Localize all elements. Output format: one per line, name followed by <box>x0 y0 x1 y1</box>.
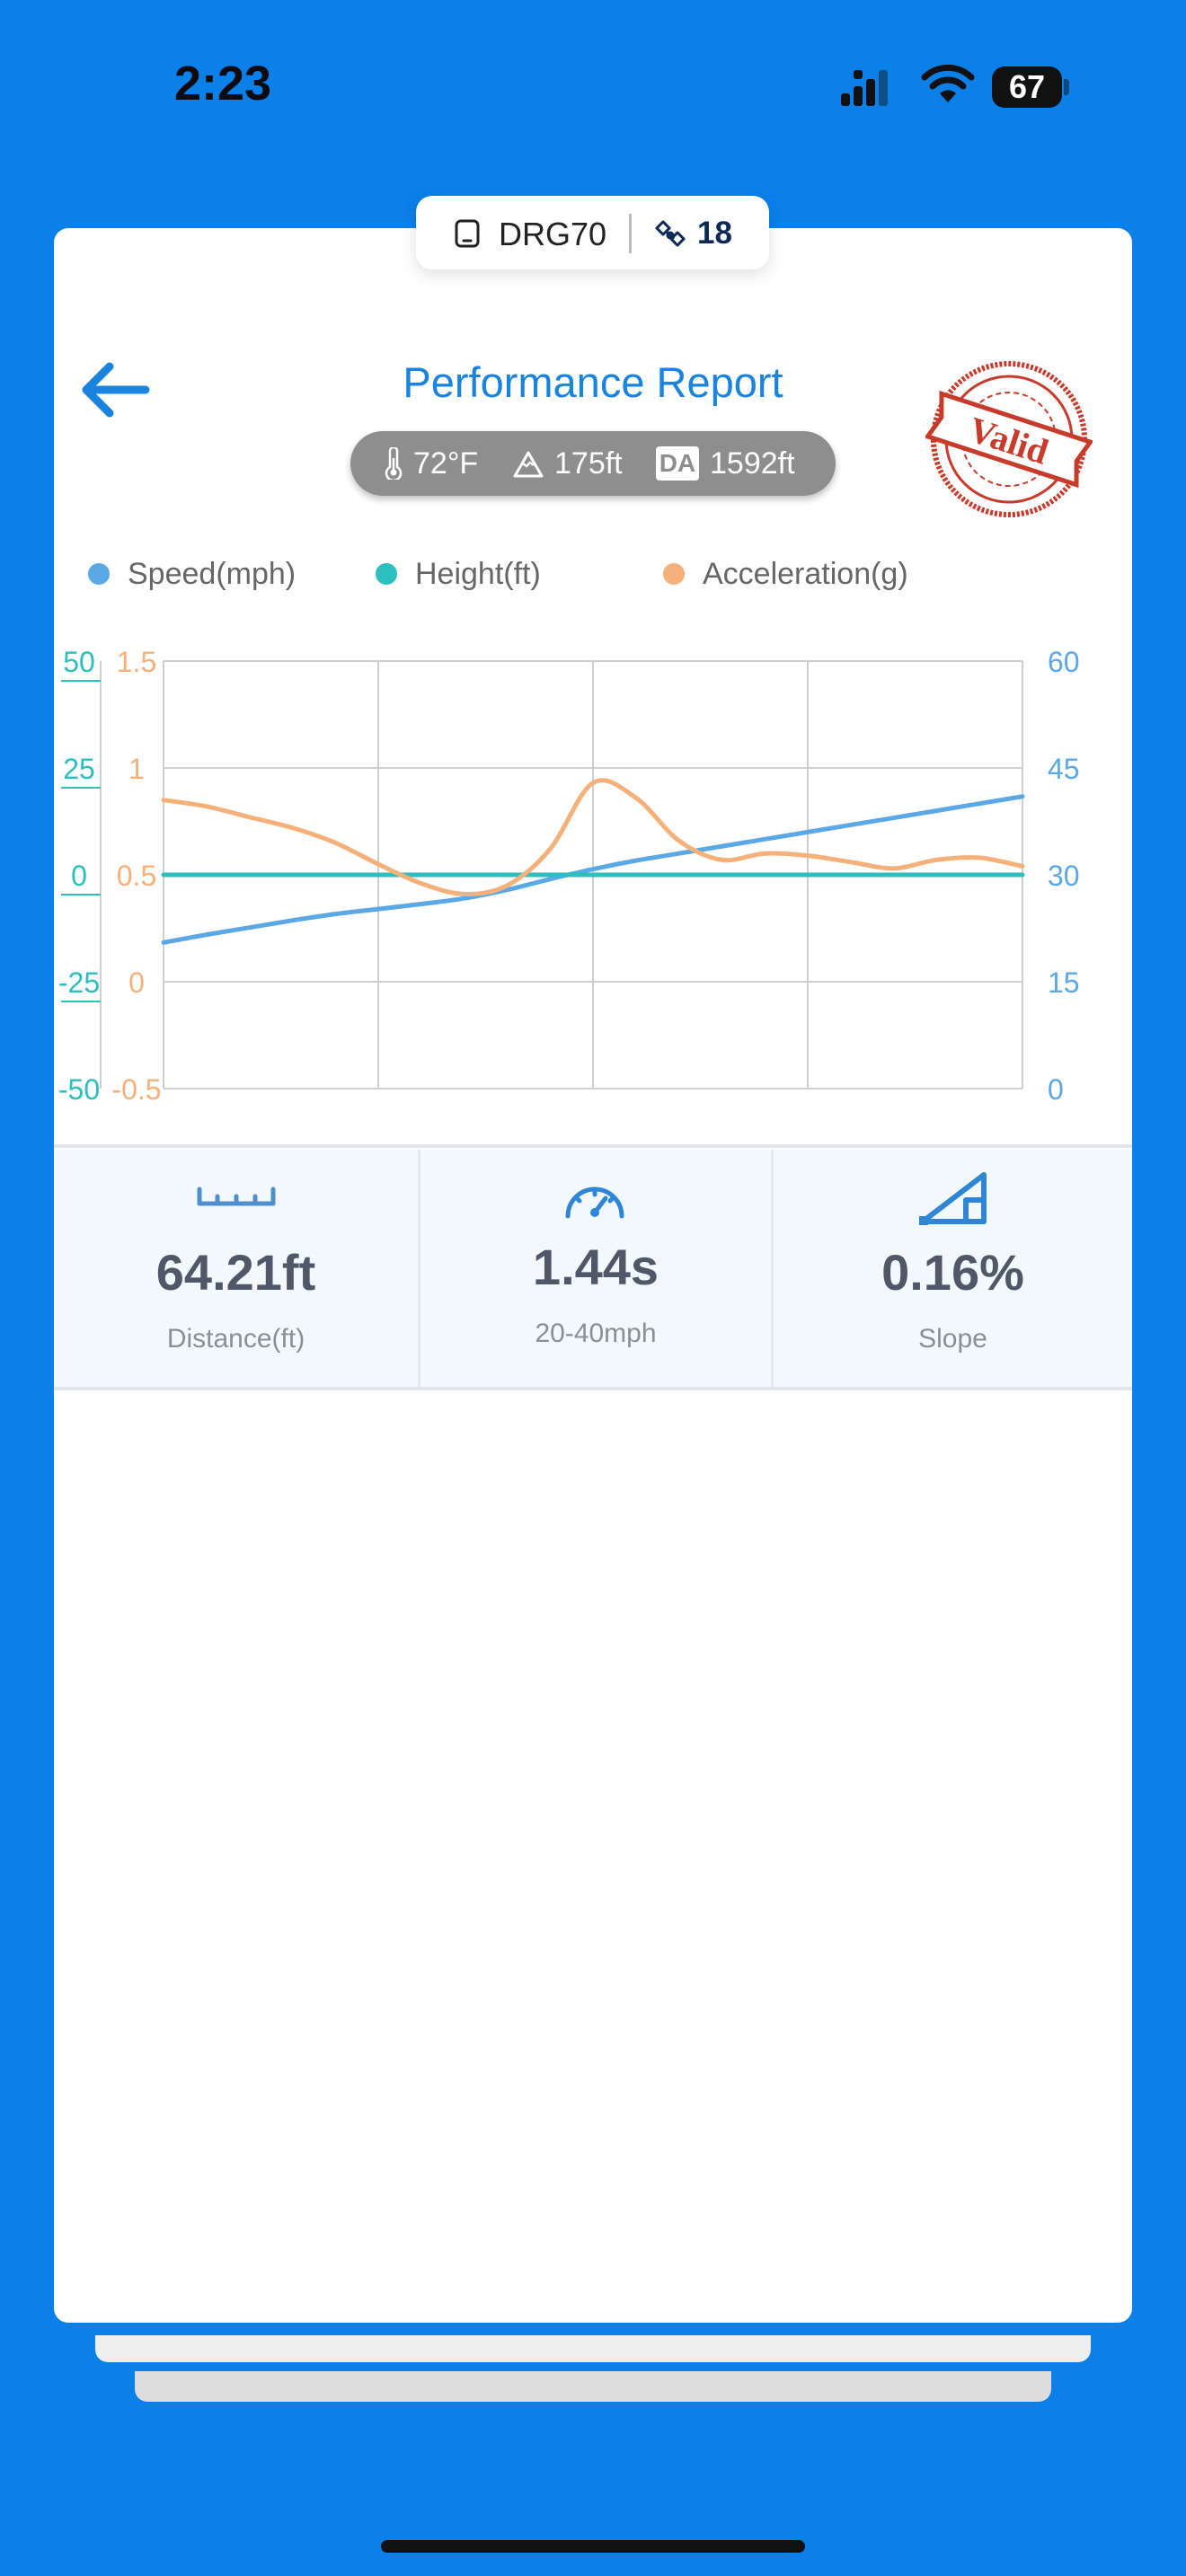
device-name: DRG70 <box>499 216 607 252</box>
acceleration-tick-label: 0 <box>128 966 145 999</box>
phone-device-icon <box>455 219 480 248</box>
temperature-value: 72°F <box>413 446 479 481</box>
time-value: 1.44s <box>532 1239 659 1295</box>
speed-tick-label: 45 <box>1048 753 1080 785</box>
speed-tick-label: 0 <box>1048 1073 1064 1105</box>
height-tick-label: 0 <box>71 860 87 892</box>
stat-divider <box>771 1150 774 1387</box>
wifi-icon <box>921 64 975 102</box>
speedometer-icon <box>565 1187 624 1219</box>
slope-icon <box>919 1172 987 1225</box>
stats-bottom-divider <box>54 1387 1132 1390</box>
height-tick-label: -25 <box>58 966 100 999</box>
time-range-label: 20-40mph <box>535 1319 657 1348</box>
density-altitude-value: 1592ft <box>710 446 795 481</box>
stats-panel: 64.21ft Distance(ft) 1.44s 20-40mph 0.16… <box>54 1150 1132 1387</box>
series-line-speed <box>161 794 1025 945</box>
speed-tick-label: 60 <box>1048 646 1080 678</box>
stat-slope: 0.16% Slope <box>774 1150 1132 1387</box>
legend-dot-acceleration <box>663 563 685 585</box>
speed-tick-label: 15 <box>1048 966 1080 999</box>
slope-label: Slope <box>918 1324 987 1354</box>
chart-legend: Speed(mph) Height(ft) Acceleration(g) <box>81 551 1069 596</box>
stats-top-divider <box>54 1144 1132 1148</box>
back-arrow-icon[interactable] <box>79 361 151 419</box>
da-icon: DA <box>656 446 699 481</box>
legend-label-acceleration: Acceleration(g) <box>703 557 908 591</box>
valid-stamp-icon: Valid <box>925 361 1093 517</box>
speed-tick-label: 30 <box>1048 860 1080 892</box>
home-indicator[interactable] <box>381 2540 805 2553</box>
legend-dot-speed <box>88 563 110 585</box>
legend-dot-height <box>376 563 397 585</box>
legend-label-speed: Speed(mph) <box>128 557 296 591</box>
status-bar: 2:23 67 <box>0 0 1186 180</box>
series-line-acceleration <box>161 778 1025 896</box>
acceleration-tick-label: -0.5 <box>111 1073 161 1105</box>
satellite-count: 18 <box>697 216 732 251</box>
da-label: DA <box>659 449 696 477</box>
stat-distance: 64.21ft Distance(ft) <box>54 1150 418 1387</box>
satellite-icon <box>655 220 686 247</box>
mountain-icon <box>513 451 544 478</box>
height-tick-label: 25 <box>63 753 95 785</box>
legend-label-height: Height(ft) <box>415 557 541 591</box>
thermometer-icon <box>385 447 403 480</box>
acceleration-tick-label: 1 <box>128 753 145 785</box>
battery-icon: 67 <box>992 66 1069 108</box>
height-tick-label: 50 <box>63 646 95 678</box>
acceleration-tick-label: 1.5 <box>117 646 156 678</box>
distance-label: Distance(ft) <box>166 1324 305 1354</box>
device-selector[interactable]: DRG70 18 <box>416 196 769 269</box>
card-stack-shadow-2 <box>135 2371 1051 2402</box>
card-stack-shadow-1 <box>95 2335 1091 2362</box>
altitude-value: 175ft <box>554 446 623 481</box>
stat-time: 1.44s 20-40mph <box>420 1150 771 1387</box>
ruler-icon <box>197 1187 276 1206</box>
cellular-signal-icon <box>841 70 888 106</box>
performance-chart: 50 25 0 -25 -50 1.5 1 0.5 0 -0.5 60 45 30 15 0 <box>58 646 1080 1105</box>
device-divider <box>629 214 632 253</box>
distance-value: 64.21ft <box>155 1244 316 1301</box>
battery-level: 67 <box>1008 68 1046 105</box>
status-time: 2:23 <box>174 57 272 110</box>
height-tick-label: -50 <box>58 1073 100 1105</box>
conditions-bar: 72°F 175ft DA 1592ft <box>350 431 836 496</box>
acceleration-tick-label: 0.5 <box>117 860 156 892</box>
page-title: Performance Report <box>403 358 783 406</box>
slope-value: 0.16% <box>881 1244 1024 1301</box>
stat-divider <box>418 1150 420 1387</box>
